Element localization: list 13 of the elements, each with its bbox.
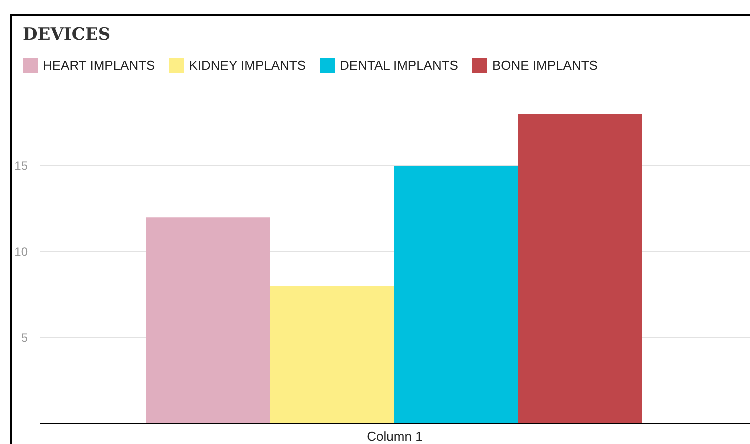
legend-label: DENTAL IMPLANTS bbox=[340, 58, 458, 73]
bar bbox=[146, 218, 270, 424]
chart-title: DEVICES bbox=[23, 25, 111, 45]
legend-label: KIDNEY IMPLANTS bbox=[189, 58, 306, 73]
bar bbox=[270, 286, 394, 424]
legend-label: HEART IMPLANTS bbox=[43, 58, 156, 73]
y-tick-label: 15 bbox=[14, 159, 28, 173]
y-tick-label: 5 bbox=[21, 331, 28, 345]
y-tick-label: 10 bbox=[14, 245, 28, 259]
x-tick-label: Column 1 bbox=[367, 429, 423, 444]
bar bbox=[518, 114, 642, 424]
legend-label: BONE IMPLANTS bbox=[492, 58, 598, 73]
bar bbox=[394, 166, 518, 424]
